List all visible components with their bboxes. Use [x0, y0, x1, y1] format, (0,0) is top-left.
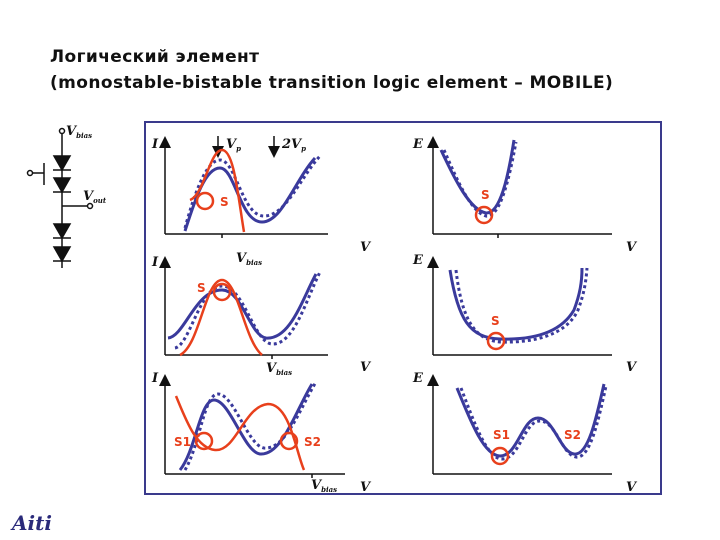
v-label-4: V — [626, 360, 638, 375]
logo: Aiti — [10, 511, 52, 535]
i-label-2: I — [151, 255, 159, 270]
vout-label: Vout — [83, 189, 107, 205]
vbias-label-3a: Vbias — [266, 361, 292, 377]
plots-frame — [144, 121, 662, 495]
two-vp-label: 2Vp — [281, 137, 306, 153]
v-label-5: V — [360, 480, 372, 495]
iv-plot-2: I V Vbias S — [151, 251, 372, 375]
iv-plot-1: I V Vp 2Vp S — [151, 136, 372, 255]
vbias-circuit-label: Vbias — [66, 124, 92, 140]
e-label-1: E — [412, 137, 424, 152]
vp-label: Vp — [226, 137, 241, 153]
state-s-marker-1 — [195, 191, 215, 211]
state-s-label-2: S — [481, 188, 490, 202]
energy-curve-1 — [439, 139, 516, 215]
state-s1-label-1: S1 — [174, 435, 191, 449]
energy-curve-1-dashed — [442, 141, 518, 218]
load-iv-curve-3 — [183, 381, 318, 471]
i-label-3: I — [151, 371, 159, 386]
load-iv-curve-2 — [174, 271, 322, 350]
energy-curve-3-dashed — [459, 385, 608, 461]
state-s2-label-1: S2 — [304, 435, 321, 449]
title-line-1: Логический элемент — [50, 47, 260, 67]
state-s2-marker-1 — [279, 431, 299, 451]
state-s2-label-2: S2 — [564, 428, 581, 442]
energy-plot-3: E V S1 S2 — [412, 371, 638, 495]
energy-curve-2-dashed — [454, 267, 589, 344]
state-s-label-4: S — [491, 314, 500, 328]
state-s1-marker-2 — [490, 446, 510, 466]
circuit-schematic — [26, 127, 94, 268]
iv-plot-3: I V Vbias Vbias S1 S2 — [151, 361, 372, 495]
vbias-label-3b: Vbias — [311, 478, 337, 494]
slide-title: Логический элемент (monostable-bistable … — [50, 44, 613, 96]
title-line-2: (monostable-bistable transition logic el… — [50, 73, 614, 93]
device-iv-curve-1 — [183, 156, 317, 232]
state-s-label-1: S — [220, 195, 229, 209]
state-s-marker-4 — [486, 331, 506, 351]
load-line-3 — [174, 395, 306, 471]
device-iv-curve-2 — [167, 273, 318, 340]
energy-plot-2: E V S — [412, 253, 638, 375]
v-label-2: V — [626, 240, 638, 255]
state-s-label-3: S — [197, 281, 206, 295]
load-line-2 — [179, 278, 263, 357]
state-s-marker-2 — [474, 205, 494, 225]
e-label-2: E — [412, 253, 424, 268]
state-s1-label-2: S1 — [493, 428, 510, 442]
v-label-1: V — [360, 240, 372, 255]
v-label-6: V — [626, 480, 638, 495]
energy-plot-1: E V S — [412, 136, 638, 255]
load-line-1 — [189, 148, 246, 233]
e-label-3: E — [412, 371, 424, 386]
v-label-3: V — [360, 360, 372, 375]
state-s1-marker-1 — [194, 431, 214, 451]
state-s-marker-3 — [212, 282, 232, 302]
energy-curve-2 — [448, 267, 584, 341]
load-iv-curve-1 — [183, 154, 322, 229]
energy-curve-3 — [455, 383, 606, 458]
svg-text:Aiti: Aiti — [10, 511, 52, 535]
i-label-1: I — [151, 137, 159, 152]
vbias-label-2: Vbias — [236, 251, 262, 267]
